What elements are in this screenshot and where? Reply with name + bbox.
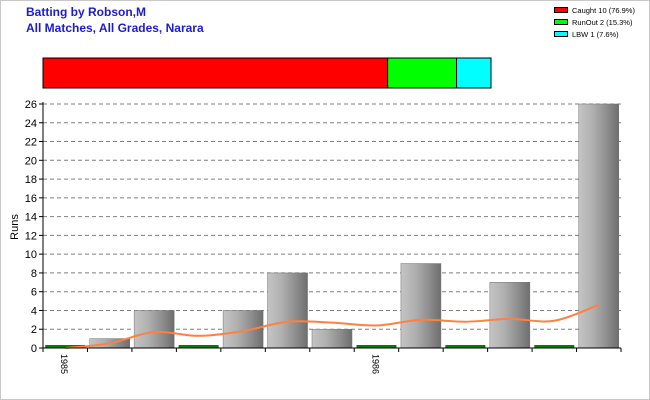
y-tick-label: 22	[25, 137, 37, 149]
y-tick-label: 14	[25, 212, 37, 224]
bar	[311, 328, 353, 349]
bar	[489, 282, 531, 349]
bar	[222, 310, 264, 349]
bar	[356, 345, 397, 348]
dismissal-segment-runout	[387, 57, 458, 89]
x-axis-labels: 1985 1986	[59, 354, 380, 374]
grid-lines	[43, 103, 621, 330]
bar	[45, 345, 86, 348]
y-tick-label: 4	[31, 305, 37, 317]
legend-swatch	[554, 7, 568, 13]
bar	[445, 345, 486, 348]
chart-subtitle: All Matches, All Grades, Narara	[26, 21, 204, 35]
y-tick-label: 6	[31, 287, 37, 299]
x-tick-label: 1986	[370, 354, 380, 374]
dismissal-segment-lbw	[456, 57, 492, 89]
y-tick-label: 12	[25, 230, 37, 242]
y-tick-label: 26	[25, 99, 37, 111]
bar	[133, 310, 175, 349]
bar	[578, 103, 620, 349]
bar	[534, 345, 575, 348]
bars	[45, 103, 620, 349]
dismissal-segment-caught	[42, 57, 389, 89]
y-tick-label: 24	[25, 118, 37, 130]
y-axis-label: Runs	[9, 214, 21, 240]
chart-title: Batting by Robson,M	[26, 5, 146, 19]
legend-label: RunOut 2 (15.3%)	[572, 18, 633, 27]
y-tick-label: 20	[25, 155, 37, 167]
legend-label: Caught 10 (76.9%)	[572, 6, 635, 15]
y-tick-label: 8	[31, 268, 37, 280]
bar	[178, 345, 219, 348]
average-line	[65, 303, 600, 349]
legend-swatch	[554, 19, 568, 25]
bar	[400, 263, 442, 349]
y-tick-label: 16	[25, 193, 37, 205]
dismissal-bar	[42, 57, 492, 89]
y-tick-label: 10	[25, 249, 37, 261]
y-tick-label: 0	[31, 343, 37, 355]
y-tick-label: 2	[31, 324, 37, 336]
legend-swatch	[554, 31, 568, 37]
axes	[42, 102, 622, 352]
x-tick-label: 1985	[59, 354, 69, 374]
y-tick-label: 18	[25, 174, 37, 186]
average-line-path	[65, 303, 600, 349]
bar	[267, 272, 308, 349]
legend-label: LBW 1 (7.6%)	[572, 30, 619, 39]
